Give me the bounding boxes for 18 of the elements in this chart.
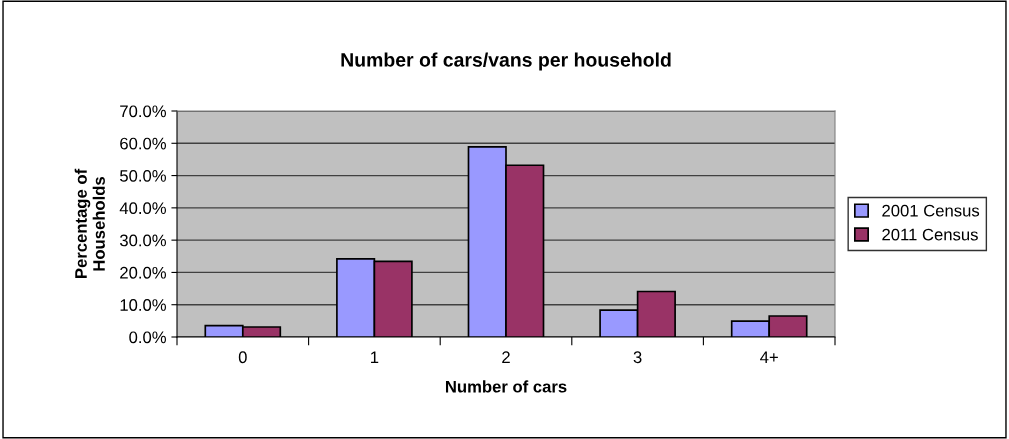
y-tick-label: 70.0% bbox=[120, 105, 166, 118]
x-tick-label: 1 bbox=[371, 351, 379, 363]
x-tick-label: 4+ bbox=[760, 351, 778, 363]
y-tick-label: 40.0% bbox=[119, 202, 166, 215]
x-axis-title: Number of cars bbox=[445, 380, 567, 393]
x-tick-label: 0 bbox=[238, 351, 247, 364]
y-tick-label: 30.0% bbox=[119, 234, 166, 247]
y-axis-title: Percentage of Households bbox=[74, 168, 105, 278]
y-tick-label: 20.0% bbox=[120, 266, 166, 279]
chart-title: Number of cars/vans per household bbox=[341, 52, 671, 71]
y-tick-label: 0.0% bbox=[129, 331, 166, 344]
y-tick-label: 10.0% bbox=[120, 299, 166, 311]
y-tick-label: 60.0% bbox=[120, 137, 166, 150]
y-tick-label: 50.0% bbox=[119, 169, 166, 182]
legend-label: 2001 Census bbox=[882, 204, 980, 217]
x-tick-label: 2 bbox=[502, 351, 510, 363]
x-tick-label: 3 bbox=[633, 351, 642, 364]
legend-label: 2011 Census bbox=[882, 228, 978, 241]
